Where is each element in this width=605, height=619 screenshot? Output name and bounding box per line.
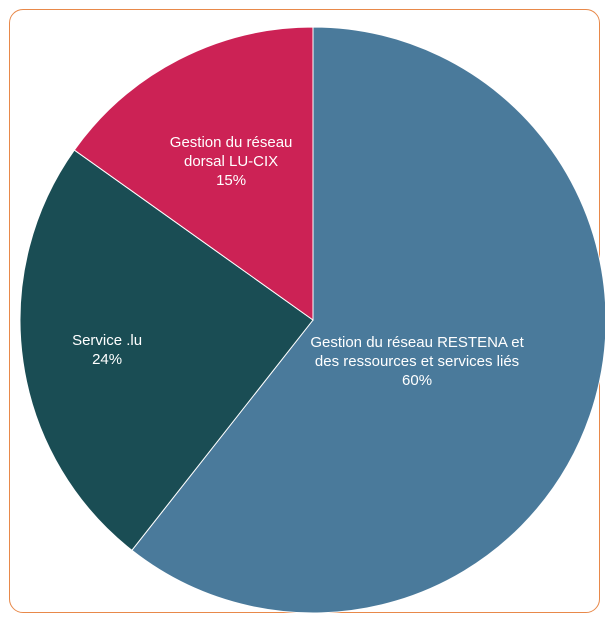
slice-percent-1: 24% (92, 351, 122, 368)
pie-slice-2 (73, 26, 314, 321)
slice-name-line-0-1: des ressources et services liés (315, 353, 519, 370)
slice-percent-2: 15% (216, 172, 246, 189)
pie-slices (19, 26, 605, 614)
slice-label-0: Gestion du réseau RESTENA et des ressourc… (310, 334, 524, 389)
pie-slice-0 (131, 26, 605, 614)
slice-label-2: Gestion du réseau dorsal LU-CIX 15% (170, 134, 293, 189)
slice-percent-0: 60% (402, 372, 432, 389)
slice-name-line-0-0: Gestion du réseau RESTENA et (310, 334, 524, 351)
slice-name-line-2-0: Gestion du réseau (170, 134, 293, 151)
pie-slice-1 (19, 149, 314, 552)
slice-name-line-1-0: Service .lu (72, 332, 142, 349)
slice-labels: Gestion du réseau RESTENA et des ressourc… (72, 134, 525, 389)
slice-label-1: Service .lu 24% (72, 332, 142, 368)
slice-name-line-2-1: dorsal LU-CIX (184, 153, 278, 170)
